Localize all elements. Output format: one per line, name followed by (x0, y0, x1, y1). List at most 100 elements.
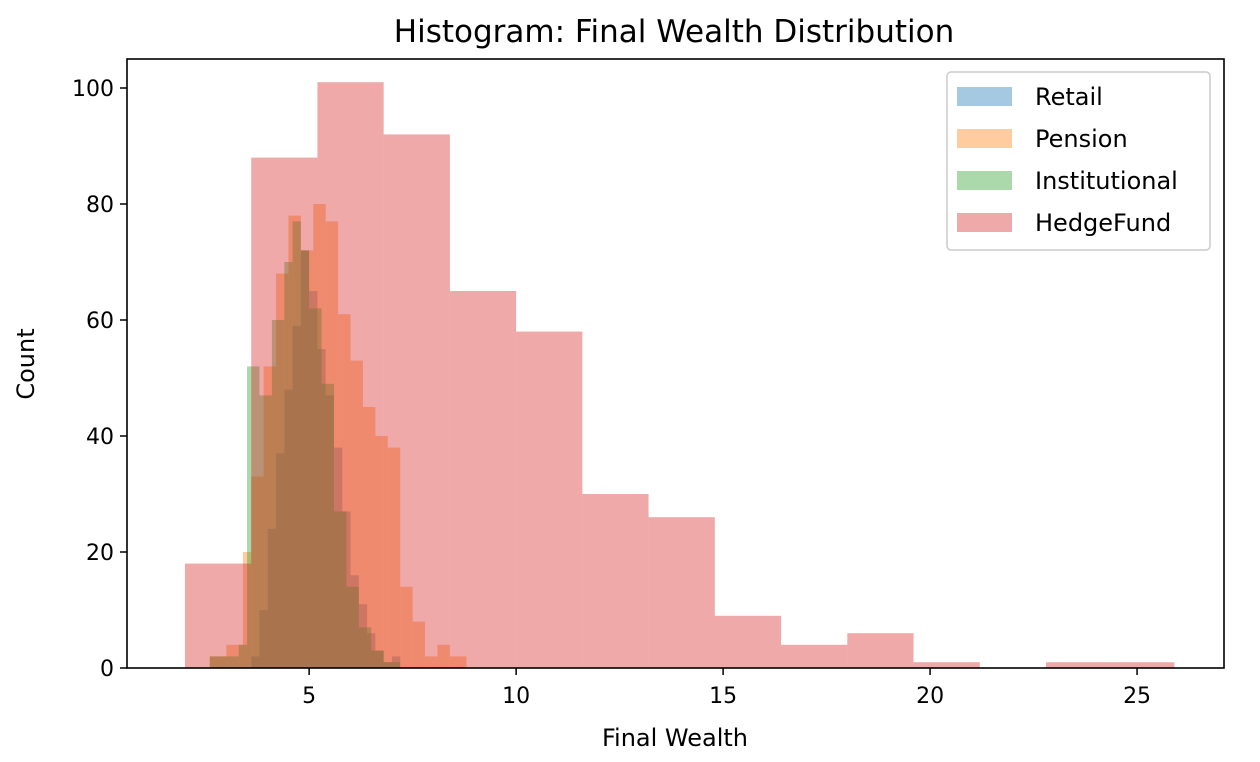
histogram-bar (367, 633, 376, 668)
x-tick-label: 25 (1123, 684, 1151, 709)
histogram-bar (346, 586, 359, 668)
y-tick-label: 60 (86, 309, 114, 334)
histogram-bar (259, 395, 272, 668)
y-tick-label: 0 (100, 657, 114, 682)
x-tick-label: 10 (502, 684, 530, 709)
histogram-bar (449, 291, 517, 668)
legend-swatch (957, 129, 1012, 148)
histogram-bar (259, 610, 268, 668)
histogram-bar (449, 656, 467, 668)
histogram-bar (342, 511, 351, 668)
legend-swatch (957, 171, 1012, 190)
histogram-bar (383, 662, 392, 668)
histogram-bar (387, 447, 401, 668)
histogram-bar (714, 615, 782, 668)
legend-label: HedgeFund (1035, 209, 1171, 237)
histogram-bar (251, 656, 260, 668)
histogram-bar (284, 389, 293, 668)
histogram-bar (913, 662, 980, 668)
histogram-bar (425, 656, 438, 668)
bars-layer (184, 82, 1175, 668)
x-tick-label: 5 (302, 684, 316, 709)
histogram-bar (391, 656, 401, 668)
histogram-bar (383, 662, 401, 668)
series-institutional (209, 221, 401, 668)
series-retail (251, 250, 401, 668)
histogram-bar (247, 366, 260, 668)
histogram-bar (242, 552, 252, 668)
histogram-bar (317, 82, 384, 668)
plot-frame (126, 58, 1225, 669)
histogram-bar (383, 134, 450, 668)
histogram-bar (209, 656, 227, 668)
legend-label: Institutional (1035, 167, 1178, 195)
y-tick-label: 80 (86, 193, 114, 218)
histogram-bar (375, 650, 384, 668)
histogram-bar (321, 383, 334, 668)
histogram-bar (284, 262, 293, 668)
histogram-bar (333, 447, 343, 668)
histogram-bar (338, 314, 351, 668)
histogram-bar (292, 325, 301, 668)
histogram-bar (288, 215, 301, 668)
y-tick-label: 40 (86, 425, 114, 450)
x-axis-label: Final Wealth (602, 724, 748, 752)
histogram-bar (276, 453, 285, 668)
legend-box (946, 71, 1211, 251)
histogram-bar (313, 204, 326, 668)
histogram-bar (437, 644, 450, 668)
histogram-bar (333, 511, 347, 668)
histogram-bar (300, 250, 310, 668)
histogram-bar (781, 644, 848, 668)
histogram-bar (292, 221, 301, 668)
chart-title: Histogram: Final Wealth Distribution (394, 14, 954, 50)
histogram-bar (325, 221, 339, 668)
x-tick-label: 15 (709, 684, 737, 709)
histogram-bar (263, 366, 277, 668)
histogram-bar (309, 291, 318, 668)
histogram-bar (582, 494, 649, 668)
histogram-bar (226, 644, 243, 668)
histogram-bar (412, 621, 426, 668)
series-hedgefund (184, 82, 1175, 668)
histogram-bar (1045, 662, 1113, 668)
histogram-bar (276, 273, 289, 668)
histogram-bar (350, 360, 363, 668)
histogram-bar (300, 250, 314, 668)
x-axis: 5 10 15 20 25 (302, 668, 1151, 709)
histogram-bar (362, 407, 376, 668)
histogram-bar (251, 476, 264, 668)
histogram-bar (238, 644, 248, 668)
legend-label: Retail (1035, 83, 1103, 111)
histogram-bar (184, 563, 252, 668)
histogram-bar (271, 320, 285, 668)
histogram-bar (1112, 662, 1175, 668)
y-tick-label: 20 (86, 541, 114, 566)
x-tick-label: 20 (916, 684, 944, 709)
histogram-bar (375, 436, 388, 668)
histogram-bar (309, 308, 322, 668)
histogram-bar (847, 633, 914, 668)
histogram-bar (317, 349, 326, 668)
histogram-bar (358, 627, 372, 668)
legend-swatch (957, 87, 1012, 106)
histogram-bar (350, 575, 359, 668)
histogram-bar (358, 604, 368, 668)
histogram-bar (251, 157, 318, 668)
y-axis: 0 20 40 60 80 100 (72, 77, 127, 682)
y-axis-label: Count (12, 328, 40, 399)
y-tick-label: 100 (72, 77, 114, 102)
series-pension (209, 204, 467, 668)
histogram-bar (209, 656, 239, 668)
histogram-bar (267, 528, 277, 668)
legend-swatch (957, 213, 1012, 232)
legend-label: Pension (1035, 125, 1128, 153)
legend: Retail Pension Institutional HedgeFund (946, 71, 1211, 251)
histogram-bar (325, 395, 334, 668)
histogram-bar (516, 331, 583, 668)
histogram-bar (400, 586, 413, 668)
histogram-bar (371, 650, 384, 668)
histogram-bar (300, 250, 310, 668)
